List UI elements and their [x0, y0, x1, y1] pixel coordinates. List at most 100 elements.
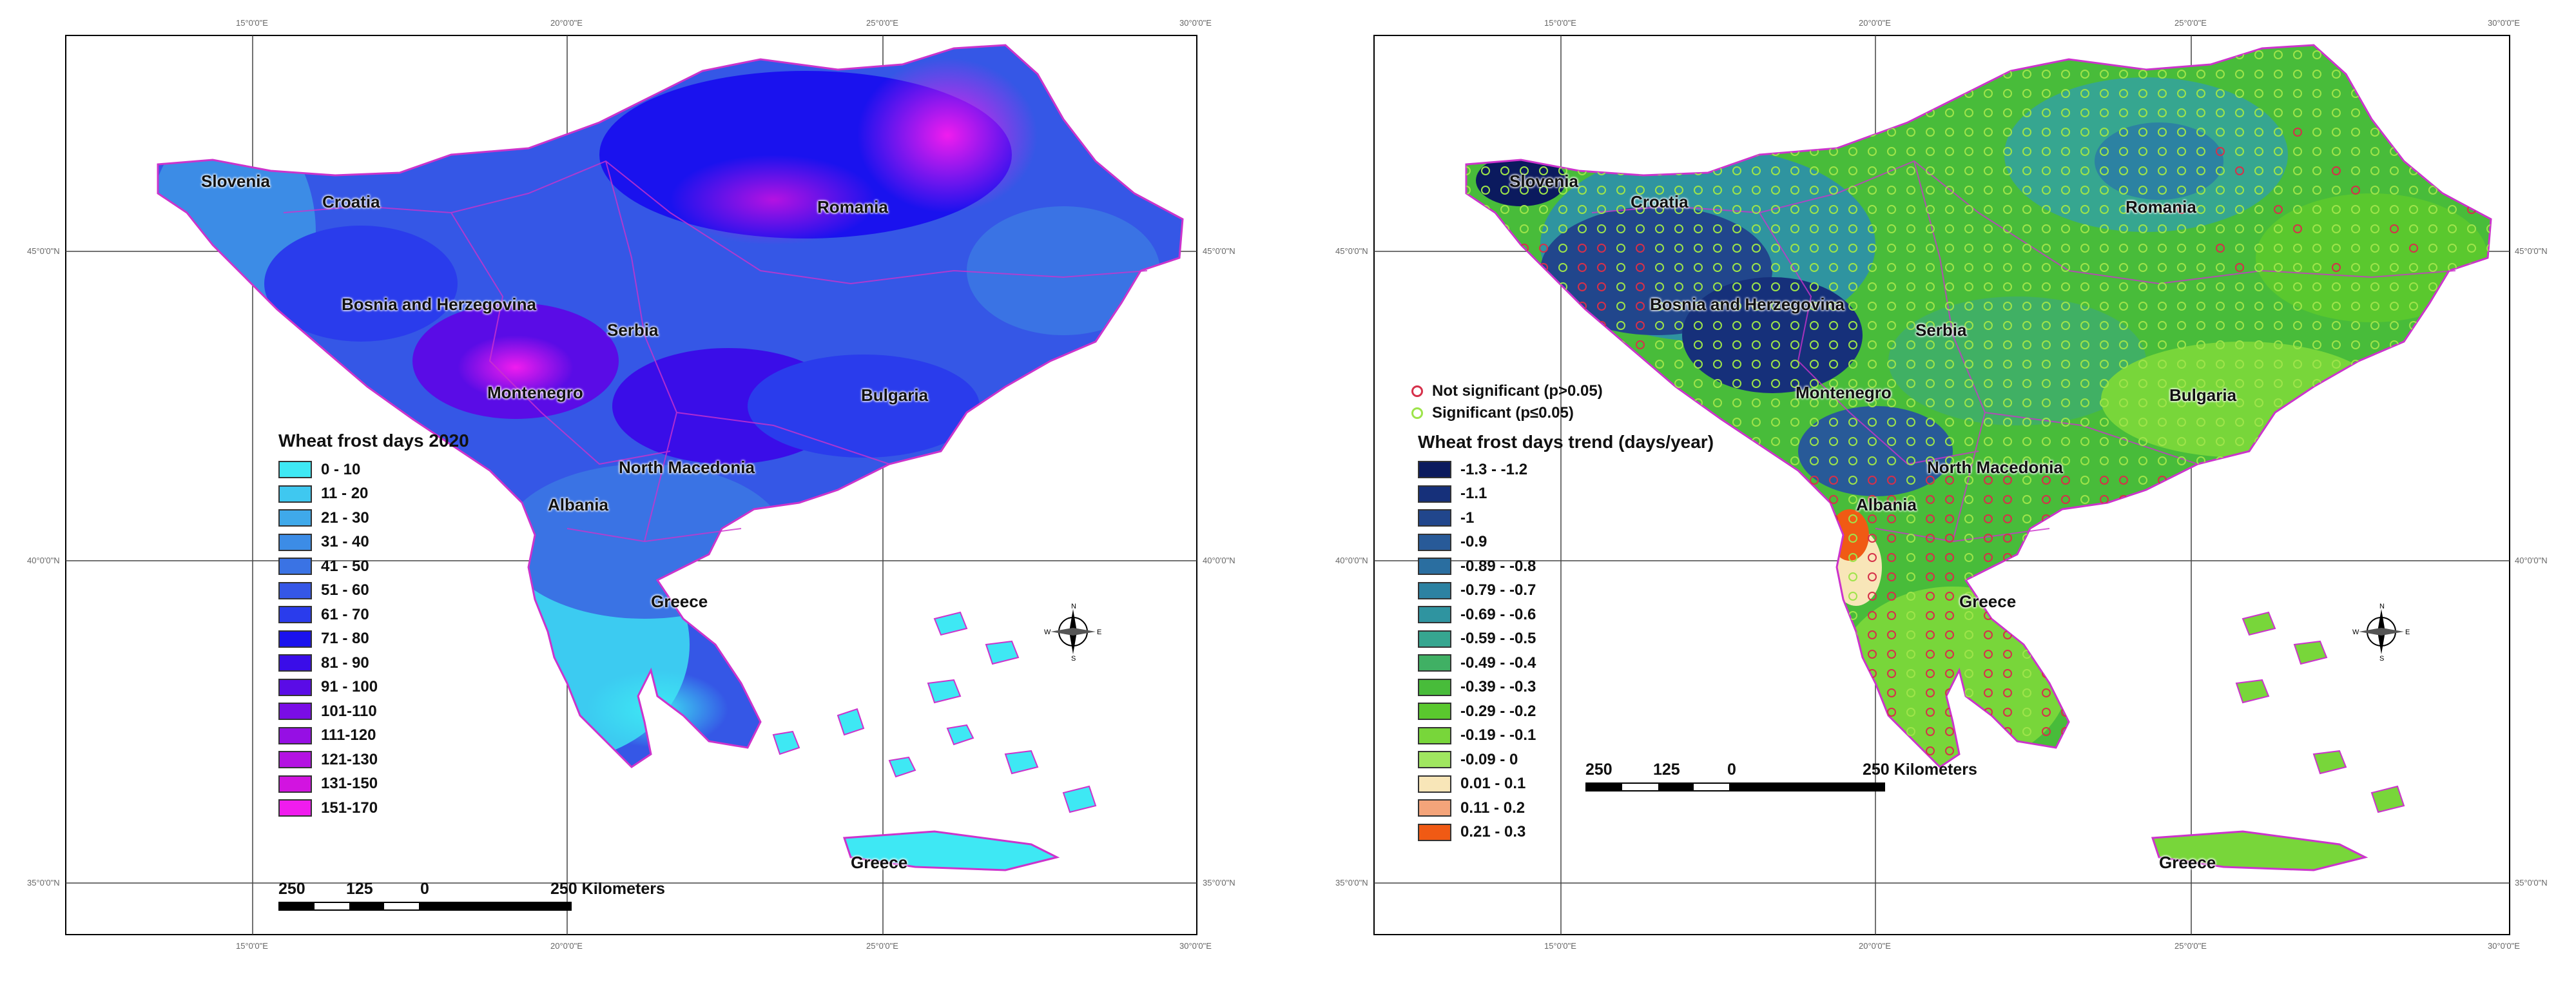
significance-marker: [1655, 282, 1664, 291]
significance-marker: [2177, 166, 2186, 175]
significance-marker: [2216, 186, 2225, 195]
significance-marker: [2177, 379, 2186, 388]
coastline: [1465, 44, 2492, 768]
significance-marker: [2293, 263, 2302, 272]
country-label-croatia: Croatia: [1631, 192, 1689, 211]
significance-marker: [2138, 147, 2147, 156]
significance-marker: [1674, 340, 1683, 349]
significance-marker: [2138, 205, 2147, 214]
significance-marker: [1655, 244, 1664, 253]
significance-marker: [1558, 186, 1567, 195]
significance-marker: [2003, 534, 2012, 543]
significance-marker: [2177, 282, 2186, 291]
significance-marker: [2061, 360, 2070, 369]
significance-marker: [2158, 418, 2167, 427]
svg-text:S: S: [1071, 655, 1076, 661]
significance-marker: [1848, 263, 1857, 272]
significance-marker: [2061, 147, 2070, 156]
significance-marker: [2351, 166, 2360, 175]
significance-marker: [2177, 186, 2186, 195]
significance-marker: [2003, 263, 2012, 272]
crete-island: [2151, 830, 2368, 871]
significance-marker: [2235, 166, 2244, 175]
significance-marker: [1810, 398, 1819, 407]
significance-marker: [2312, 321, 2321, 330]
significance-marker: [2100, 70, 2109, 79]
significance-marker: [2003, 166, 2012, 175]
significance-marker: [2254, 321, 2263, 330]
significance-marker: [1906, 534, 1915, 543]
significance-marker: [1674, 360, 1683, 369]
significance-marker: [2312, 50, 2321, 59]
significance-marker: [1790, 302, 1799, 311]
significance-marker: [2080, 224, 2089, 233]
significance-marker: [1906, 650, 1915, 659]
significance-marker: [2042, 70, 2051, 79]
significance-marker: [2196, 418, 2205, 427]
significance-marker: [2119, 476, 2128, 485]
significance-marker: [1771, 418, 1780, 427]
significance-marker: [1848, 224, 1857, 233]
significance-marker: [2216, 108, 2225, 117]
significance-marker: [2235, 302, 2244, 311]
significance-marker: [1945, 727, 1954, 736]
significance-marker: [1597, 186, 1606, 195]
significance-marker: [1771, 282, 1780, 291]
legend-swatch: [1418, 751, 1451, 769]
significance-marker: [2061, 418, 2070, 427]
significance-marker: [2119, 456, 2128, 465]
significance-marker: [1597, 302, 1606, 311]
significance-marker: [1829, 244, 1838, 253]
significance-marker: [2312, 128, 2321, 137]
significance-marker: [1597, 224, 1606, 233]
significance-marker: [2100, 476, 2109, 485]
significance-marker: [1868, 340, 1877, 349]
significance-marker: [2138, 224, 2147, 233]
significance-marker: [1829, 302, 1838, 311]
significance-marker: [2293, 244, 2302, 253]
significance-marker: [2080, 89, 2089, 98]
significance-marker: [2061, 282, 2070, 291]
significance-marker: [1964, 302, 1973, 311]
significance-marker: [1868, 495, 1877, 504]
significance-marker: [1848, 534, 1857, 543]
legend-item: 11 - 20: [278, 482, 469, 507]
significance-marker: [1481, 166, 1490, 175]
significance-marker: [2138, 418, 2147, 427]
significance-marker: [1616, 263, 1625, 272]
significance-marker: [1558, 224, 1567, 233]
significance-marker: [1984, 282, 1993, 291]
country-label-serbia: Serbia: [1915, 320, 1967, 340]
significance-marker: [2003, 669, 2012, 678]
significance-marker: [2003, 147, 2012, 156]
significance-marker: [2196, 224, 2205, 233]
significance-marker: [2196, 379, 2205, 388]
significance-marker: [1964, 263, 1973, 272]
significance-marker: [1790, 205, 1799, 214]
significance-marker: [2351, 321, 2360, 330]
significance-marker: [1810, 437, 1819, 446]
significance-marker: [1694, 224, 1703, 233]
significance-marker: [2158, 108, 2167, 117]
significance-marker: [1868, 630, 1877, 639]
lon-label: 15°0'0"E: [1544, 18, 1576, 28]
significance-marker: [2061, 166, 2070, 175]
scale-label: 250 Kilometers: [550, 880, 665, 898]
significance-marker: [1945, 611, 1954, 620]
significance-marker: [2100, 89, 2109, 98]
significance-marker: [2177, 108, 2186, 117]
significance-marker: [1597, 244, 1606, 253]
significance-marker: [1906, 630, 1915, 639]
legend-swatch: [1418, 630, 1451, 648]
significance-marker: [1713, 321, 1722, 330]
significance-marker: [1466, 166, 1471, 175]
significance-marker: [1906, 495, 1915, 504]
significance-marker: [2061, 398, 2070, 407]
legend-swatch: [278, 485, 312, 503]
north-arrow-icon: N S W E: [2352, 603, 2410, 661]
legend-swatch: [278, 678, 312, 696]
significance-marker: [1616, 205, 1625, 214]
significance-marker: [1732, 340, 1741, 349]
significance-marker: [2216, 147, 2225, 156]
country-label-bulgaria: Bulgaria: [2169, 385, 2237, 405]
